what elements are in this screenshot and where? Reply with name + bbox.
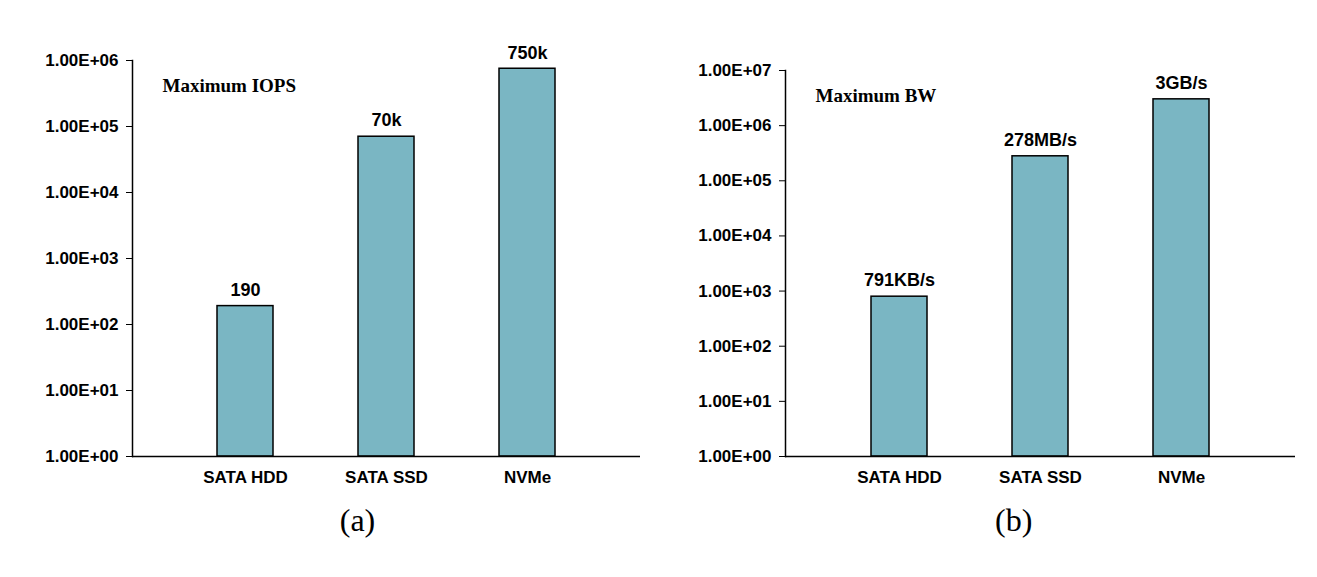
svg-text:1.00E+04: 1.00E+04 (45, 183, 119, 202)
svg-text:NVMe: NVMe (504, 468, 551, 487)
svg-text:1.00E+02: 1.00E+02 (698, 337, 771, 356)
svg-text:1.00E+03: 1.00E+03 (45, 249, 118, 268)
svg-text:1.00E+05: 1.00E+05 (45, 117, 118, 136)
svg-text:70k: 70k (371, 110, 402, 130)
svg-text:NVMe: NVMe (1158, 468, 1205, 487)
svg-text:1.00E+01: 1.00E+01 (45, 381, 118, 400)
svg-text:1.00E+07: 1.00E+07 (698, 61, 771, 80)
svg-text:190: 190 (230, 280, 260, 300)
svg-text:1.00E+01: 1.00E+01 (698, 392, 771, 411)
svg-text:1.00E+06: 1.00E+06 (698, 116, 771, 135)
svg-text:791KB/s: 791KB/s (864, 270, 935, 290)
svg-text:3GB/s: 3GB/s (1155, 73, 1207, 93)
svg-text:1.00E+00: 1.00E+00 (45, 447, 118, 466)
svg-text:SATA SSD: SATA SSD (999, 468, 1082, 487)
svg-text:1.00E+03: 1.00E+03 (698, 282, 771, 301)
svg-text:278MB/s: 278MB/s (1004, 130, 1077, 150)
svg-text:1.00E+02: 1.00E+02 (45, 315, 118, 334)
svg-text:1.00E+05: 1.00E+05 (698, 171, 771, 190)
svg-text:SATA HDD: SATA HDD (203, 468, 288, 487)
svg-text:Maximum IOPS: Maximum IOPS (163, 75, 297, 96)
svg-text:SATA HDD: SATA HDD (857, 468, 942, 487)
svg-text:1.00E+00: 1.00E+00 (698, 447, 771, 466)
svg-text:Maximum BW: Maximum BW (816, 85, 937, 106)
html-text:(a): (a) (339, 502, 376, 538)
svg-text:SATA SSD: SATA SSD (345, 468, 428, 487)
svg-text:750k: 750k (507, 43, 548, 63)
svg-text:1.00E+06: 1.00E+06 (45, 51, 118, 70)
html-text:(b): (b) (995, 502, 1033, 538)
svg-text:1.00E+04: 1.00E+04 (698, 226, 772, 245)
